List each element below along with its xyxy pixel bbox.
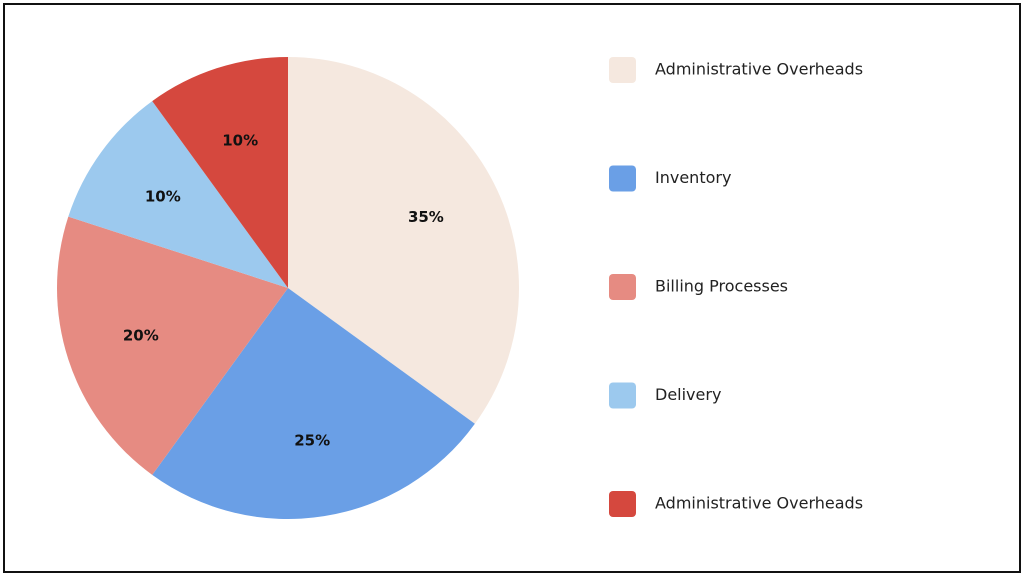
data-label: 25% (294, 431, 330, 449)
pie-slice (68, 101, 289, 289)
data-label: 10% (145, 188, 181, 206)
legend-swatch (609, 274, 636, 300)
pie-slice (152, 288, 475, 519)
legend-label: Delivery (655, 385, 721, 404)
legend-label: Inventory (655, 168, 731, 187)
legend-swatch (609, 165, 636, 192)
legend-swatch (609, 57, 636, 83)
pie-slice (152, 57, 288, 288)
legend-label: Billing Processes (655, 277, 788, 296)
legend-swatch (609, 491, 636, 517)
legend-label: Administrative Overheads (655, 494, 863, 513)
data-label: 35% (408, 208, 444, 226)
data-label: 20% (123, 326, 159, 344)
data-label: 10% (222, 131, 258, 149)
pie-slice (56, 216, 288, 475)
legend-label: Administrative Overheads (655, 60, 863, 79)
legend-swatch (609, 382, 636, 409)
pie-slice (288, 57, 519, 424)
